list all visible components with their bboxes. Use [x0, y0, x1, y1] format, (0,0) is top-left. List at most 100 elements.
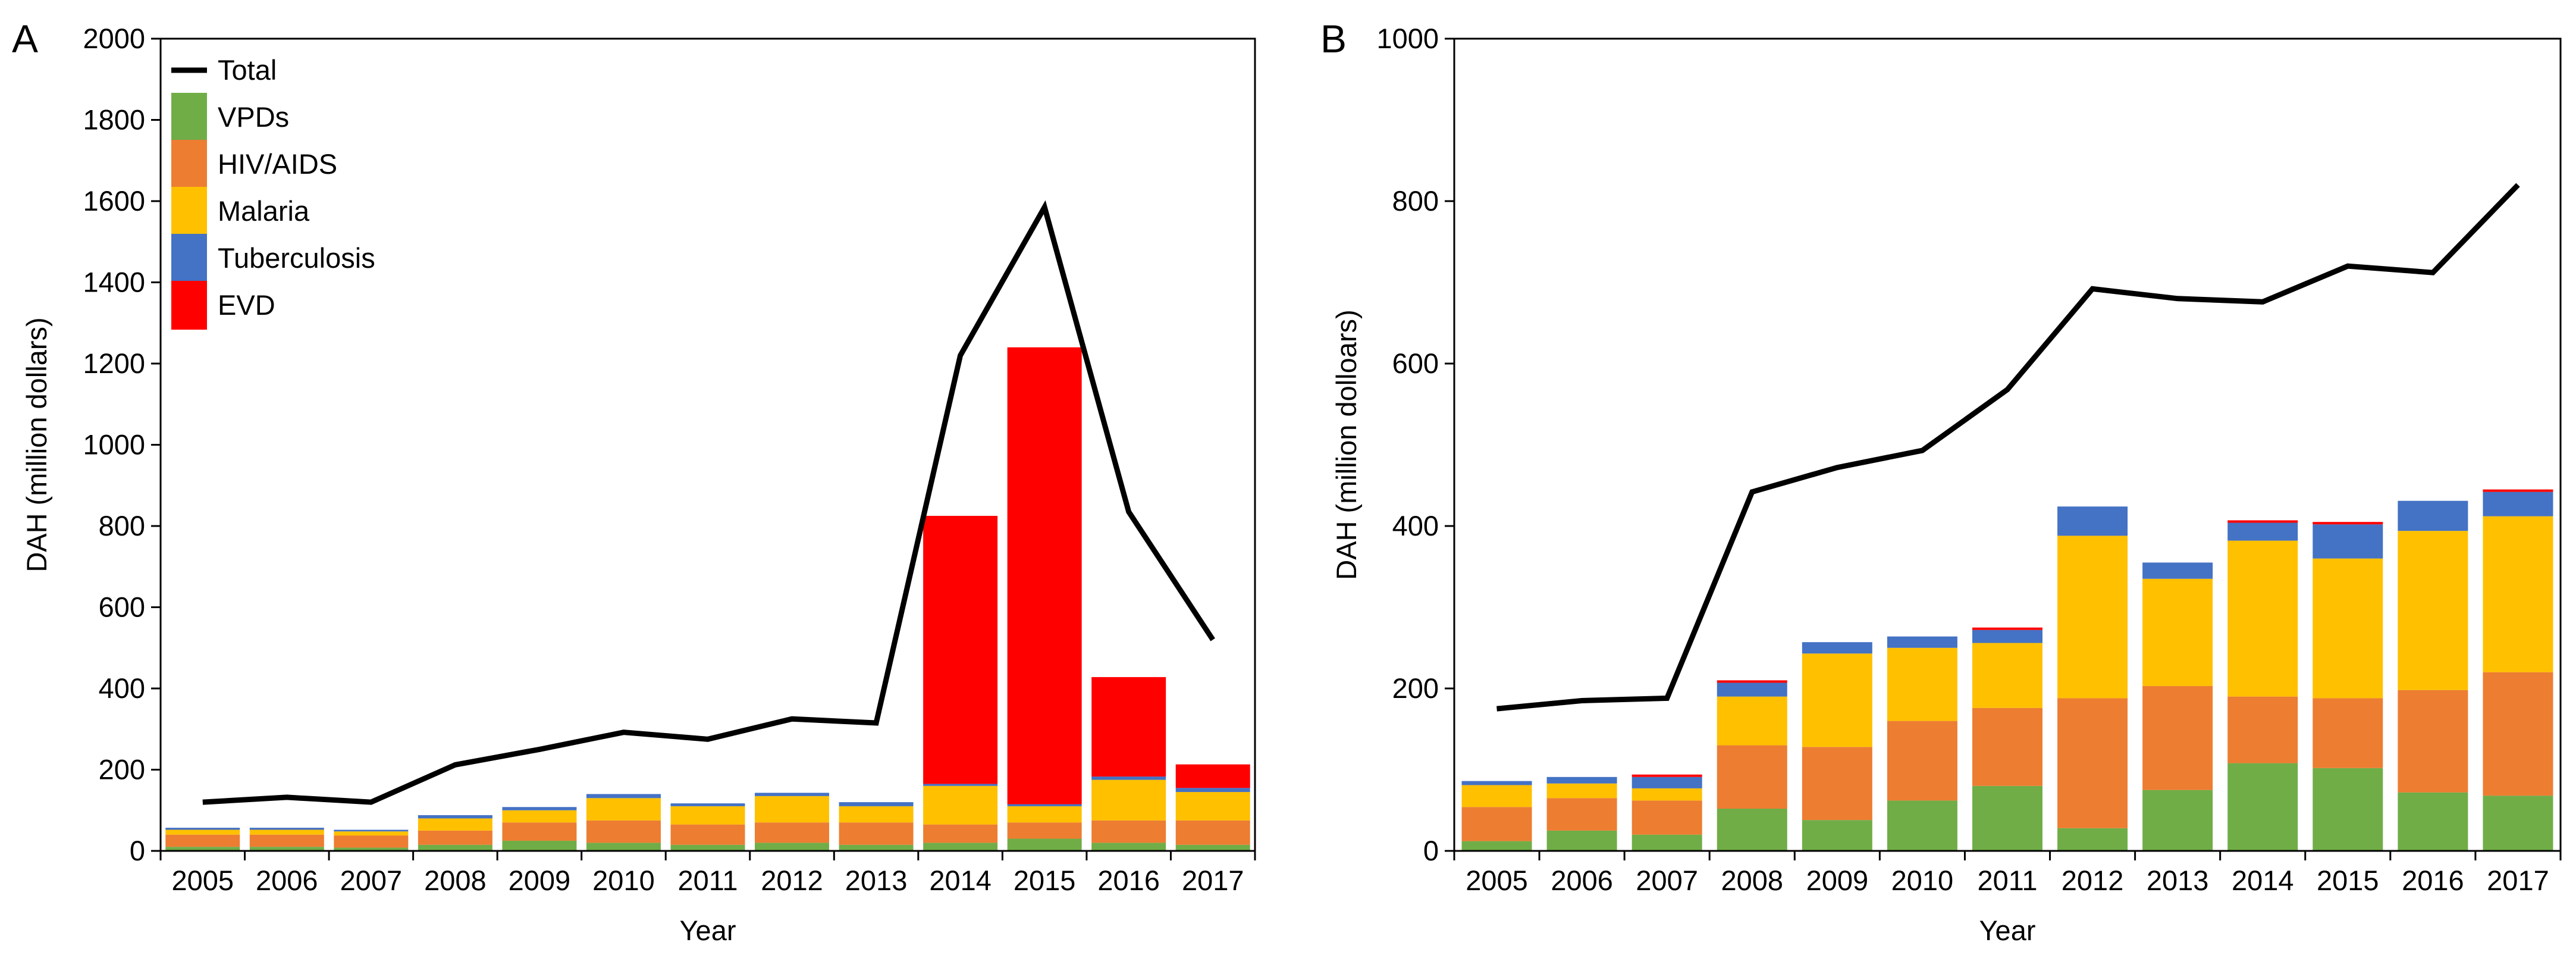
- bar-hiv-aids-2017: [2483, 672, 2553, 796]
- bar-hiv-aids-2006: [1546, 798, 1617, 831]
- bar-hiv-aids-2016: [2398, 690, 2468, 793]
- bar-hiv-aids-2005: [1461, 807, 1532, 841]
- bar-tuberculosis-2017: [2483, 491, 2553, 516]
- panel-label: B: [1320, 17, 1347, 61]
- x-axis-title: Year: [1979, 915, 2036, 946]
- bar-malaria-2006: [249, 829, 324, 835]
- panel-label: A: [12, 17, 38, 61]
- x-tick-label: 2006: [256, 865, 318, 896]
- bar-vpds-2009: [1802, 820, 1872, 851]
- bar-malaria-2008: [418, 818, 492, 831]
- bar-vpds-2012: [2057, 828, 2128, 851]
- bar-vpds-2010: [586, 843, 661, 851]
- x-tick-label: 2005: [1466, 865, 1528, 896]
- bar-hiv-aids-2009: [1802, 747, 1872, 821]
- bar-malaria-2008: [1717, 696, 1787, 746]
- x-tick-label: 2007: [1636, 865, 1698, 896]
- bar-evd-2014: [923, 515, 998, 784]
- x-tick-label: 2010: [1891, 865, 1954, 896]
- legend-label: EVD: [218, 289, 275, 321]
- bar-evd-2011: [1972, 627, 2042, 630]
- bar-malaria-2016: [2398, 531, 2468, 690]
- bar-hiv-aids-2014: [2227, 696, 2298, 763]
- x-axis-title: Year: [680, 915, 736, 946]
- bar-tuberculosis-2010: [1887, 636, 1957, 648]
- bar-vpds-2007: [1631, 834, 1702, 851]
- bar-vpds-2015: [1007, 838, 1082, 851]
- bar-hiv-aids-2015: [2313, 698, 2383, 768]
- bar-tuberculosis-2010: [586, 794, 661, 799]
- bar-hiv-aids-2011: [670, 824, 745, 845]
- bar-hiv-aids-2005: [165, 834, 240, 847]
- bar-hiv-aids-2012: [2057, 698, 2128, 828]
- x-tick-label: 2016: [2402, 865, 2464, 896]
- bar-malaria-2007: [1631, 788, 1702, 801]
- bar-hiv-aids-2006: [249, 834, 324, 847]
- bar-vpds-2014: [2227, 763, 2298, 851]
- y-tick-label: 600: [1392, 347, 1439, 379]
- bar-tuberculosis-2006: [1546, 777, 1617, 784]
- bar-malaria-2014: [2227, 540, 2298, 697]
- bar-tuberculosis-2014: [2227, 522, 2298, 541]
- x-tick-label: 2017: [1182, 865, 1244, 896]
- y-tick-label: 1800: [83, 104, 145, 136]
- bar-malaria-2009: [1802, 653, 1872, 747]
- bar-hiv-aids-2013: [2142, 685, 2213, 790]
- panel-a: A 0 200 400 600 800 1000 1200 1400 1600 1800 2000 20…: [12, 17, 1256, 946]
- legend-swatch-malaria: [171, 187, 207, 236]
- y-tick-label: 200: [1392, 672, 1439, 704]
- bar-vpds-2011: [670, 844, 745, 851]
- total-line: [1496, 183, 2520, 712]
- bar-malaria-2014: [923, 785, 998, 825]
- bar-vpds-2010: [1887, 800, 1957, 851]
- x-tick-label: 2014: [2232, 865, 2294, 896]
- x-tick-label: 2013: [845, 865, 908, 896]
- bar-vpds-2005: [165, 847, 240, 851]
- bar-evd-2015: [2313, 522, 2383, 525]
- bar-malaria-2007: [334, 831, 409, 836]
- bar-malaria-2006: [1546, 783, 1617, 799]
- bar-evd-2007: [1631, 774, 1702, 777]
- bar-tuberculosis-2005: [1461, 781, 1532, 785]
- bar-tuberculosis-2016: [2398, 500, 2468, 531]
- bar-vpds-2014: [923, 843, 998, 851]
- legend-label: Tuberculosis: [218, 242, 375, 274]
- bar-vpds-2006: [1546, 830, 1617, 851]
- bar-hiv-aids-2017: [1175, 820, 1250, 845]
- bar-malaria-2016: [1091, 779, 1166, 821]
- bar-evd-2014: [2227, 520, 2298, 523]
- y-axis-title: DAH (million dollars): [21, 317, 52, 572]
- bar-tuberculosis-2008: [418, 815, 492, 819]
- legend-swatch-evd: [171, 281, 207, 330]
- bar-tuberculosis-2007: [1631, 777, 1702, 788]
- x-tick-label: 2009: [509, 865, 571, 896]
- bar-tuberculosis-2007: [334, 829, 409, 832]
- bar-tuberculosis-2008: [1717, 683, 1787, 697]
- bar-malaria-2009: [502, 810, 577, 823]
- x-tick-label: 2011: [677, 865, 738, 896]
- y-tick-label: 800: [1392, 185, 1439, 217]
- bar-vpds-2013: [2142, 790, 2213, 851]
- bar-tuberculosis-2014: [923, 784, 998, 786]
- bar-malaria-2015: [2313, 558, 2383, 699]
- bar-evd-2008: [1717, 680, 1787, 683]
- x-tick-label: 2017: [2487, 865, 2549, 896]
- bar-evd-2017: [1175, 764, 1250, 788]
- bar-malaria-2017: [1175, 792, 1250, 821]
- y-tick-label: 0: [1423, 835, 1439, 866]
- x-tick-label: 2010: [592, 865, 655, 896]
- y-tick-label: 400: [1392, 510, 1439, 541]
- bar-hiv-aids-2014: [923, 824, 998, 843]
- bar-vpds-2011: [1972, 785, 2042, 851]
- legend-label: HIV/AIDS: [218, 148, 337, 180]
- x-tick-label: 2006: [1551, 865, 1613, 896]
- x-tick-label: 2005: [171, 865, 234, 896]
- x-tick-label: 2009: [1806, 865, 1869, 896]
- bar-tuberculosis-2013: [839, 802, 914, 806]
- bar-vpds-2005: [1461, 841, 1532, 851]
- bar-tuberculosis-2012: [2057, 506, 2128, 536]
- legend-label: Malaria: [218, 195, 310, 227]
- y-tick-label: 1000: [1376, 23, 1439, 54]
- bar-malaria-2010: [1887, 647, 1957, 721]
- bar-tuberculosis-2013: [2142, 562, 2213, 579]
